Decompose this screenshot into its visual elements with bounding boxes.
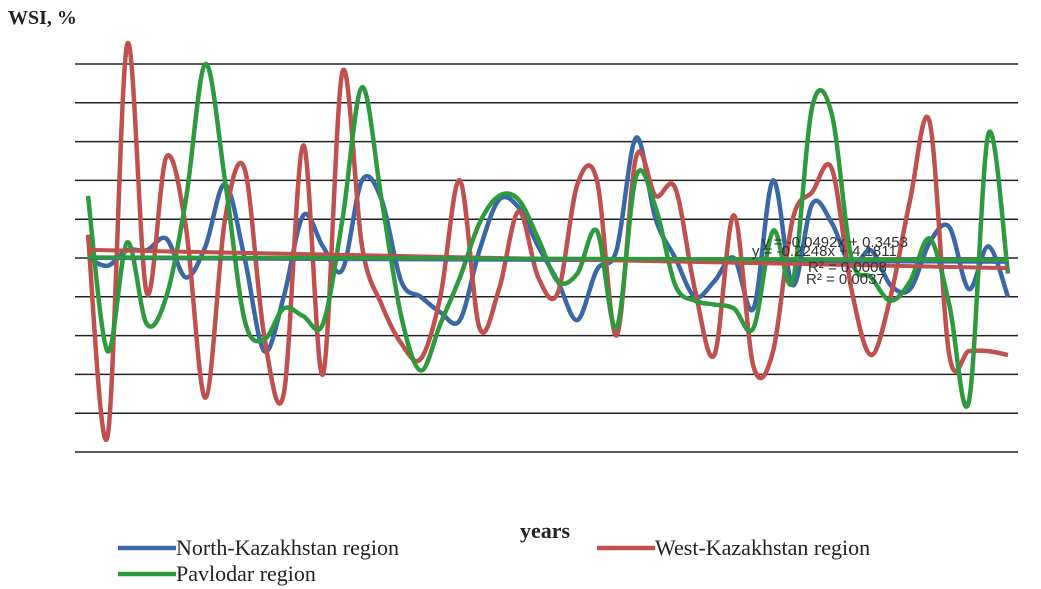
x-axis-label: years <box>520 518 571 543</box>
data-line <box>85 61 1011 409</box>
trend-line <box>87 255 1009 262</box>
data-line <box>85 40 1009 442</box>
legend-label: Pavlodar region <box>176 561 316 586</box>
chart-title: WSI, % <box>8 7 77 29</box>
trend-equation: R² = 0.0008 <box>808 259 887 276</box>
legend-label: West-Kazakhstan region <box>655 535 870 560</box>
trend-equation: R² = 0.0037 <box>806 271 885 288</box>
legend-label: North-Kazakhstan region <box>176 535 399 560</box>
trend-equation: y = -0.2248x + 4.1811 <box>752 243 897 260</box>
trend-equation: y = -0.0492x + 0.3453 <box>762 234 908 251</box>
